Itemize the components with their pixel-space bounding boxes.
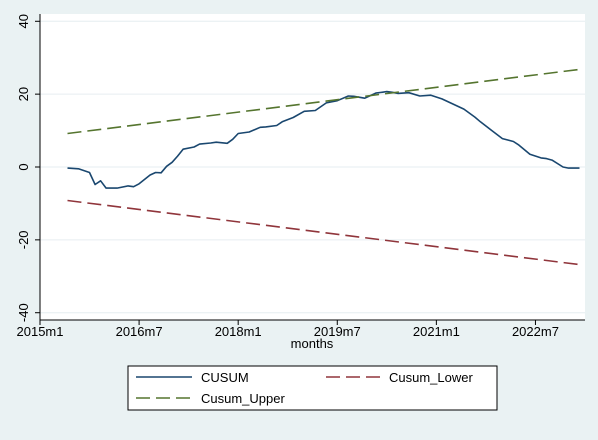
series-layer	[67, 68, 580, 266]
x-tick-label: 2019m7	[314, 324, 361, 339]
legend-label-cusum: CUSUM	[201, 370, 249, 385]
series-line-cusum-lower	[67, 199, 580, 266]
legend-label-cusum-lower: Cusum_Lower	[389, 370, 473, 385]
x-axis-label: months	[291, 336, 334, 351]
series-line-cusum-upper	[67, 68, 580, 135]
series-line-cusum	[67, 90, 580, 189]
x-axis-ticks: 2015m1 2016m7 2018m1 2019m7 2021m1 2022m7	[17, 320, 559, 339]
legend-item-cusum-lower: Cusum_Lower	[326, 370, 473, 385]
x-tick-label: 2022m7	[512, 324, 559, 339]
y-tick-label: 0	[16, 163, 31, 170]
x-tick-label: 2015m1	[17, 324, 64, 339]
y-axis-ticks: -40 -20 0 20 40	[16, 14, 40, 322]
y-tick-label: 20	[16, 87, 31, 101]
x-tick-label: 2016m7	[116, 324, 163, 339]
legend-box	[127, 365, 498, 411]
legend-item-cusum-upper: Cusum_Upper	[136, 391, 285, 406]
legend: CUSUM Cusum_Lower Cusum_Upper	[127, 365, 498, 411]
legend-item-cusum: CUSUM	[136, 370, 249, 385]
y-tick-label: -20	[16, 230, 31, 249]
x-tick-label: 2021m1	[413, 324, 460, 339]
y-tick-label: -40	[16, 303, 31, 322]
gridlines	[40, 20, 585, 314]
legend-label-cusum-upper: Cusum_Upper	[201, 391, 285, 406]
x-tick-label: 2018m1	[215, 324, 262, 339]
y-tick-label: 40	[16, 14, 31, 28]
